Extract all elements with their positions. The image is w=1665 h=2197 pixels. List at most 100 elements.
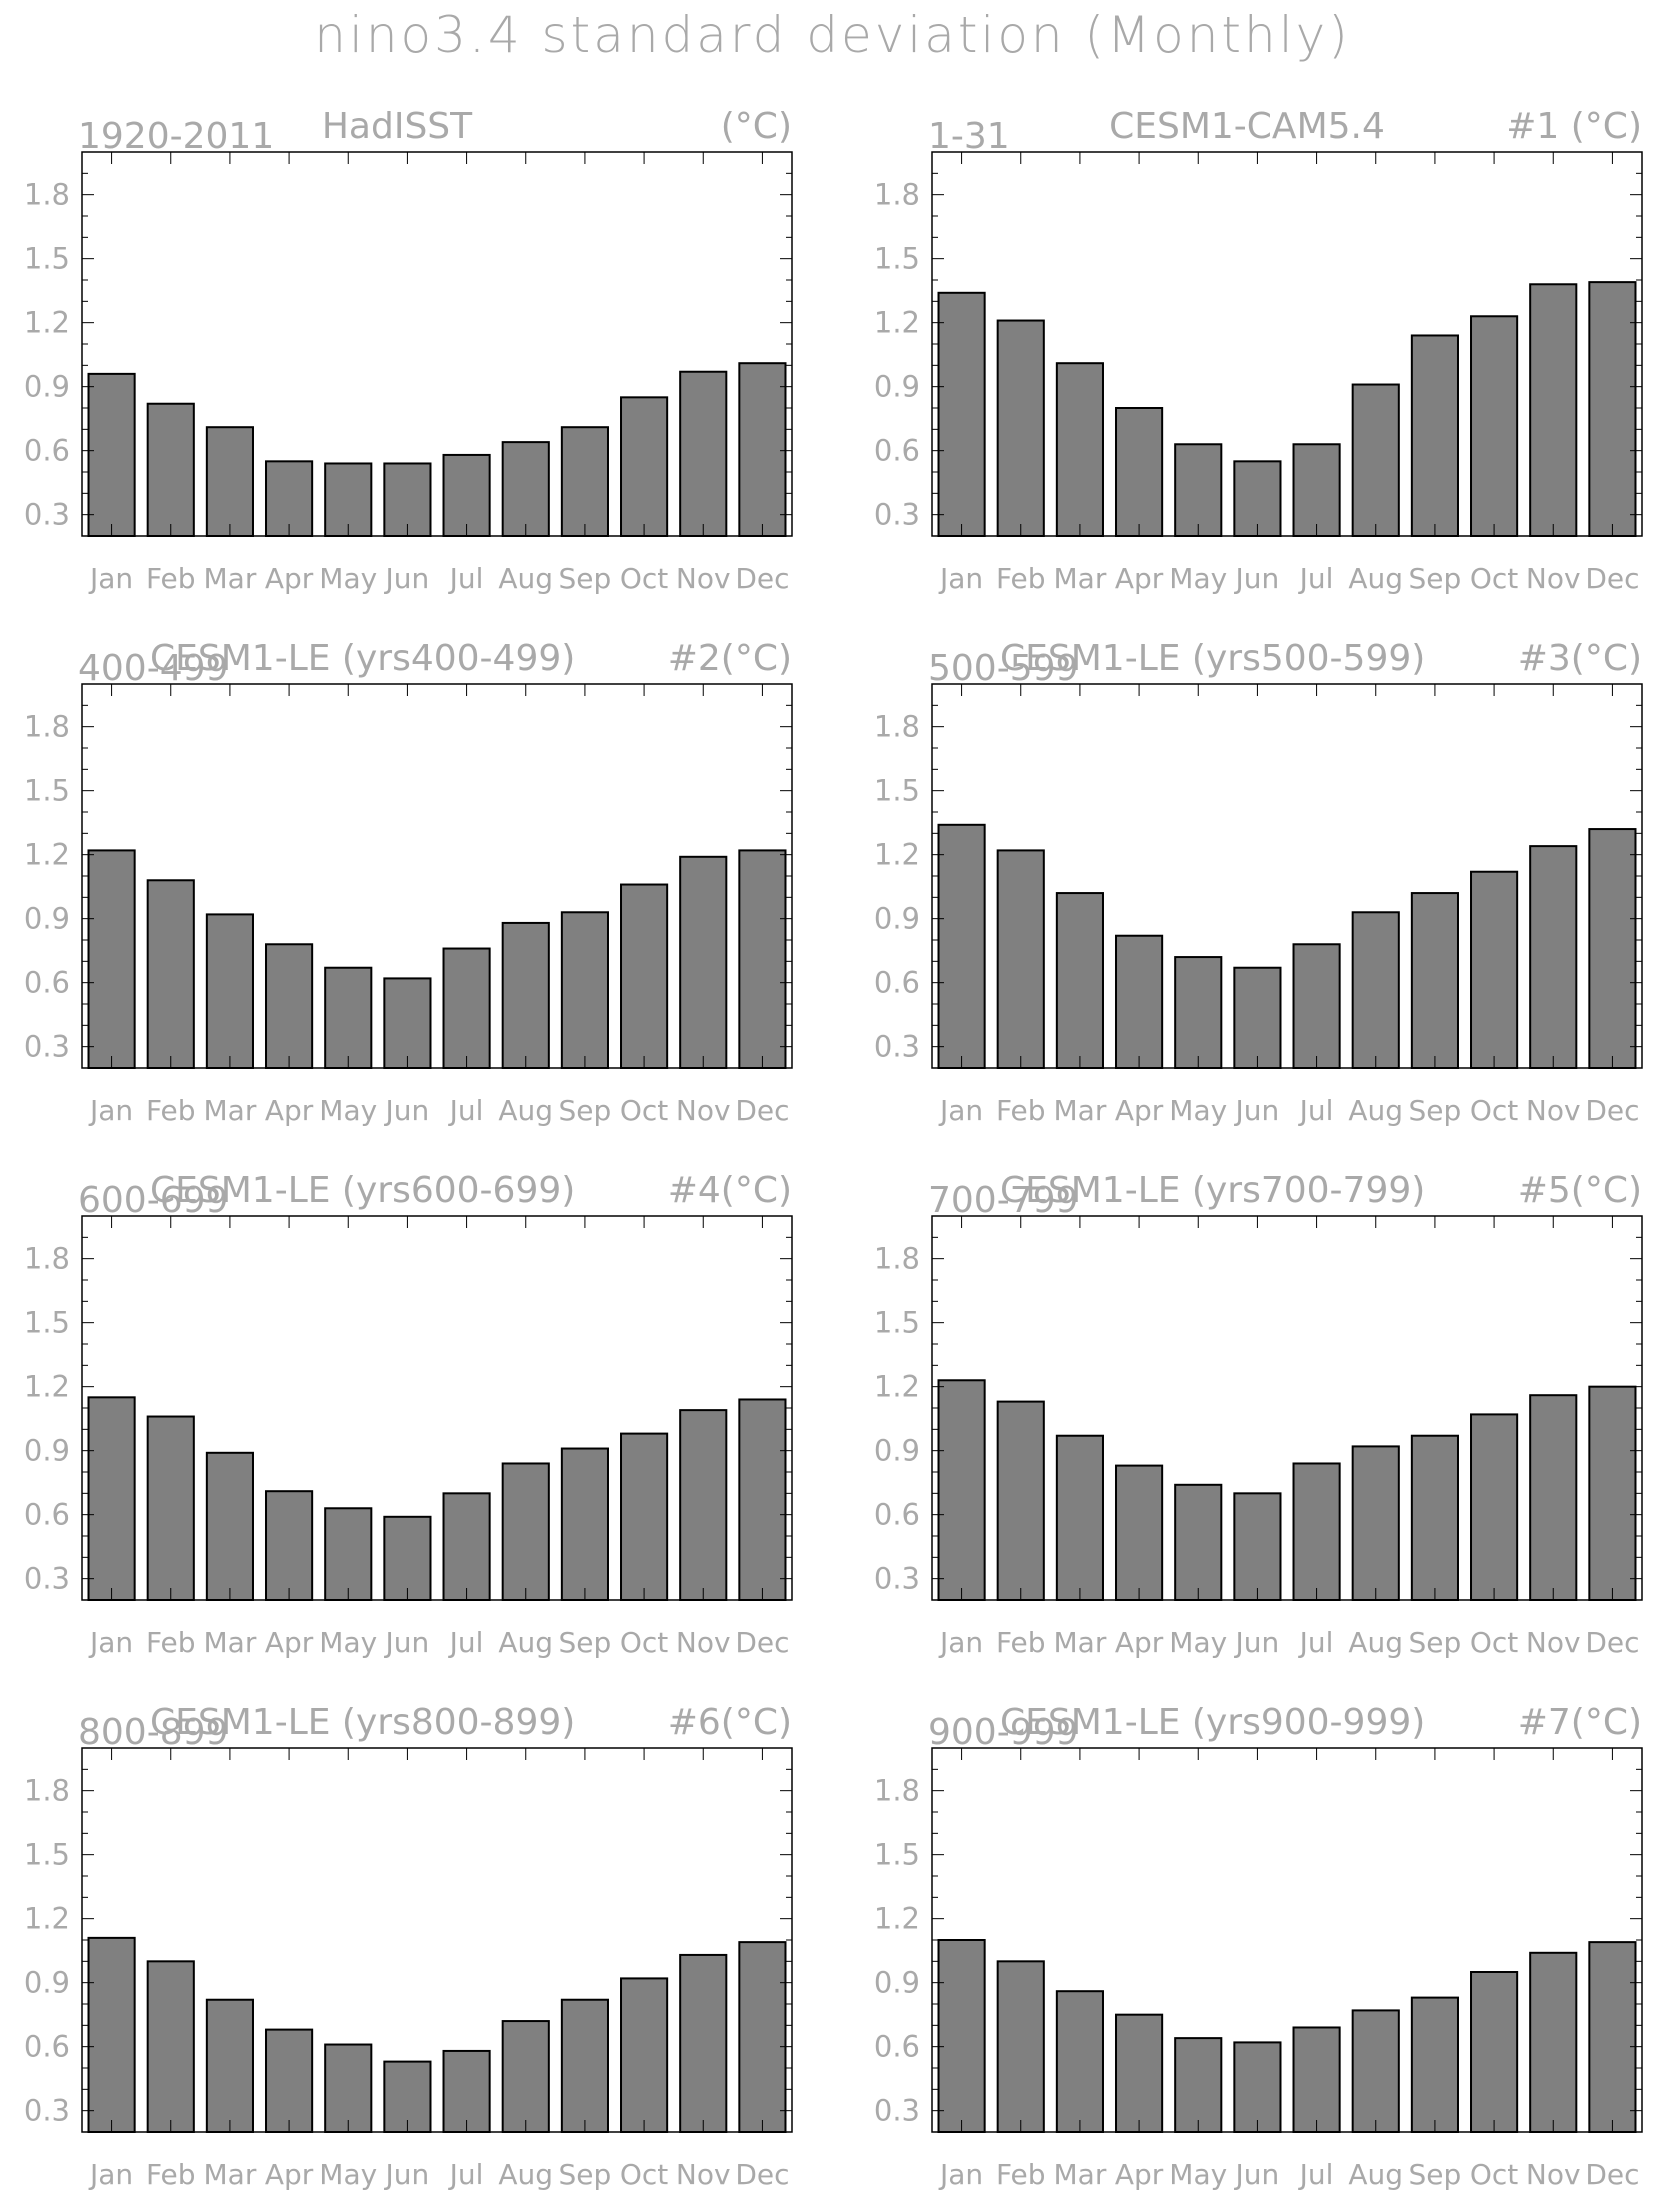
- bar-mar: [1055, 362, 1104, 538]
- x-tick-label-oct: Oct: [1470, 2158, 1518, 2191]
- panel-4: 0.3 0.6 0.9 1.2 1.5 1.8 Jan Feb Mar Apr May Jun Jul A…: [874, 638, 1643, 1127]
- panel-center-label: CESM1-LE (yrs500-599): [1000, 638, 1425, 679]
- y-tick-label: 0.3: [24, 2094, 70, 2128]
- x-tick-label-apr: Apr: [1115, 2158, 1164, 2191]
- bar-aug: [501, 441, 550, 538]
- bar-jun: [383, 462, 432, 537]
- bar-jun: [383, 1515, 432, 1602]
- x-tick-label-apr: Apr: [265, 1094, 314, 1127]
- x-tick-label-sep: Sep: [1409, 1626, 1462, 1659]
- x-tick-label-nov: Nov: [676, 2158, 731, 2191]
- y-tick-label: 1.5: [24, 242, 70, 276]
- x-tick-label-feb: Feb: [996, 1094, 1046, 1127]
- panel-7: 0.3 0.6 0.9 1.2 1.5 1.8 Jan Feb Mar Apr May Jun Jul A…: [24, 1702, 793, 2191]
- x-tick-label-dec: Dec: [735, 562, 789, 595]
- x-tick-label-jul: Jul: [448, 2158, 484, 2191]
- y-tick-label: 0.3: [24, 1030, 70, 1064]
- y-tick-label: 1.2: [24, 1370, 70, 1404]
- x-tick-label-oct: Oct: [1470, 1094, 1518, 1127]
- bar-apr: [265, 460, 314, 537]
- bar-aug: [1351, 911, 1400, 1070]
- bar-sep: [1410, 892, 1459, 1069]
- x-tick-label-dec: Dec: [1585, 2158, 1639, 2191]
- x-tick-label-apr: Apr: [265, 1626, 314, 1659]
- bar-jul: [1292, 443, 1341, 537]
- bar-dec: [1588, 1385, 1637, 1602]
- bar-feb: [996, 1400, 1045, 1601]
- x-tick-label-jul: Jul: [448, 1626, 484, 1659]
- y-tick-label: 0.3: [874, 1562, 920, 1596]
- bar-jan: [937, 291, 986, 537]
- bar-jul: [442, 1492, 491, 1601]
- bar-jan: [937, 823, 986, 1069]
- x-tick-label-jun: Jun: [384, 562, 430, 595]
- bar-nov: [679, 1953, 728, 2134]
- x-tick-label-nov: Nov: [1526, 1094, 1581, 1127]
- bar-jun: [383, 977, 432, 1070]
- x-tick-label-mar: Mar: [1054, 1626, 1107, 1659]
- y-tick-label: 0.9: [24, 370, 70, 404]
- y-tick-label: 0.3: [874, 498, 920, 532]
- main-title: nino3.4 standard deviation (Monthly): [314, 6, 1351, 64]
- bar-jul: [1292, 943, 1341, 1070]
- x-tick-label-sep: Sep: [1409, 562, 1462, 595]
- x-tick-label-oct: Oct: [1470, 1626, 1518, 1659]
- x-tick-label-dec: Dec: [1585, 1094, 1639, 1127]
- bar-nov: [679, 855, 728, 1069]
- x-tick-label-dec: Dec: [1585, 562, 1639, 595]
- panel-8: 0.3 0.6 0.9 1.2 1.5 1.8 Jan Feb Mar Apr May Jun Jul A…: [874, 1702, 1643, 2191]
- bar-jul: [442, 453, 491, 537]
- bar-apr: [1115, 934, 1164, 1069]
- bar-dec: [1588, 281, 1637, 537]
- y-tick-label: 0.9: [24, 1434, 70, 1468]
- panel-right-label: #5(°C): [1518, 1170, 1642, 1211]
- panel-left-label: 800-899: [78, 1712, 228, 1753]
- x-tick-label-apr: Apr: [265, 562, 314, 595]
- x-tick-label-feb: Feb: [146, 1094, 196, 1127]
- bar-may: [324, 966, 373, 1069]
- x-tick-label-jun: Jun: [384, 1094, 430, 1127]
- bar-jun: [1233, 1492, 1282, 1601]
- bar-apr: [1115, 1464, 1164, 1601]
- panel-left-label: 1-31: [928, 116, 1010, 157]
- x-tick-label-mar: Mar: [204, 1094, 257, 1127]
- x-tick-label-jul: Jul: [1298, 562, 1334, 595]
- y-tick-label: 0.6: [874, 1498, 920, 1532]
- y-tick-label: 1.8: [874, 1774, 920, 1808]
- bar-oct: [620, 1432, 669, 1601]
- x-tick-label-jan: Jan: [938, 2158, 983, 2191]
- bar-oct: [1470, 315, 1519, 537]
- bar-jul: [1292, 2026, 1341, 2133]
- bar-dec: [1588, 1941, 1637, 2133]
- panel-right-label: #3(°C): [1518, 638, 1642, 679]
- x-tick-label-jan: Jan: [88, 2158, 133, 2191]
- bar-oct: [1470, 870, 1519, 1069]
- panel-center-label: CESM1-LE (yrs600-699): [150, 1170, 575, 1211]
- x-tick-label-may: May: [319, 1626, 377, 1659]
- x-tick-label-may: May: [1169, 1094, 1227, 1127]
- x-tick-label-mar: Mar: [1054, 1094, 1107, 1127]
- x-tick-label-aug: Aug: [1348, 2158, 1403, 2191]
- panel-2: 0.3 0.6 0.9 1.2 1.5 1.8 Jan Feb Mar Apr May Jun Jul A…: [874, 106, 1643, 595]
- bar-may: [1174, 956, 1223, 1070]
- bar-aug: [1351, 383, 1400, 537]
- bar-oct: [620, 396, 669, 537]
- panel-1: 0.3 0.6 0.9 1.2 1.5 1.8 Jan Feb Mar Apr May Jun Jul A…: [24, 106, 793, 595]
- x-tick-label-may: May: [319, 562, 377, 595]
- y-tick-label: 0.9: [874, 370, 920, 404]
- x-tick-label-aug: Aug: [498, 562, 553, 595]
- bar-sep: [1410, 334, 1459, 537]
- x-tick-label-feb: Feb: [996, 562, 1046, 595]
- y-tick-label: 0.6: [874, 2030, 920, 2064]
- y-tick-label: 1.2: [24, 306, 70, 340]
- y-tick-label: 1.2: [874, 838, 920, 872]
- x-tick-label-feb: Feb: [146, 1626, 196, 1659]
- bar-mar: [205, 1998, 254, 2133]
- y-tick-label: 1.2: [24, 1902, 70, 1936]
- y-tick-label: 0.3: [24, 1562, 70, 1596]
- bar-feb: [146, 879, 195, 1070]
- bar-feb: [146, 1960, 195, 2133]
- x-tick-label-may: May: [1169, 2158, 1227, 2191]
- x-tick-label-aug: Aug: [498, 1094, 553, 1127]
- x-tick-label-jun: Jun: [1234, 562, 1280, 595]
